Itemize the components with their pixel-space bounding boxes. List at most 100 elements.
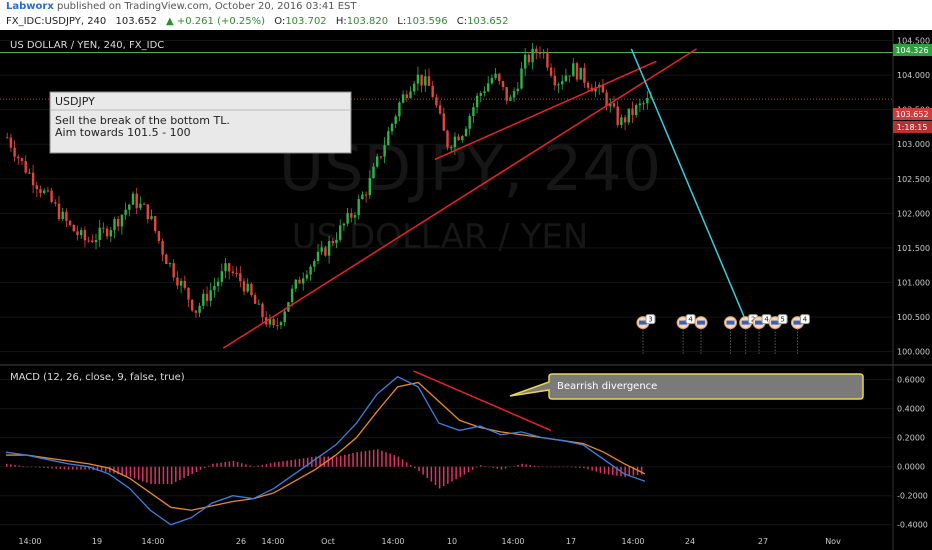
candle-body [446, 130, 449, 148]
candle-body [320, 247, 323, 252]
macd-histogram-bar [224, 462, 226, 467]
candle-body [461, 136, 464, 141]
macd-histogram-bar [414, 466, 416, 469]
macd-histogram-bar [183, 466, 185, 479]
candle-body [520, 68, 523, 89]
symbol-info-bar: FX_IDC:USDJPY, 240 103.652 ▲ +0.261 (+0.… [0, 14, 932, 30]
flag-icon [638, 320, 647, 325]
time-tick-label: 10 [447, 537, 457, 546]
macd-histogram-bar [282, 461, 284, 467]
candle-body [361, 194, 364, 200]
candle-body [35, 185, 38, 190]
author-link[interactable]: Labworx [6, 1, 54, 12]
macd-histogram-bar [43, 466, 45, 468]
macd-histogram-bar [187, 466, 189, 476]
candle-body [183, 280, 186, 288]
macd-histogram-bar [117, 466, 119, 475]
trendline [434, 60, 657, 161]
divergence-callout[interactable]: Bearrish divergence [509, 373, 864, 400]
macd-histogram-bar [278, 461, 280, 467]
macd-histogram-bar [228, 461, 231, 467]
flag-count: 4 [764, 316, 769, 324]
candle-body [457, 136, 460, 141]
candle-body [113, 218, 116, 231]
macd-histogram-bar [63, 466, 66, 470]
candle-body [165, 254, 168, 265]
macd-histogram-bar [607, 466, 610, 475]
macd-histogram-bar [529, 464, 532, 467]
macd-histogram-bar [290, 460, 292, 467]
macd-histogram-bar [467, 466, 470, 473]
candle-body [583, 67, 586, 83]
macd-histogram-bar [480, 465, 482, 467]
macd-histogram-bar [109, 466, 111, 473]
candle-body [512, 91, 516, 98]
candle-body [39, 189, 42, 193]
candle-body [416, 74, 420, 84]
candle-body [646, 97, 649, 104]
candle-body [483, 91, 486, 94]
event-flags[interactable]: 3 4 2 4 5 4 [636, 314, 810, 356]
last-price-tag [893, 108, 932, 120]
candle-body [342, 223, 346, 226]
candle-body [28, 172, 31, 174]
macd-histogram-bar [59, 466, 62, 470]
macd-histogram-bar [253, 466, 255, 468]
macd-histogram-bar [286, 460, 288, 467]
resistance-price-tag [893, 44, 932, 56]
macd-histogram-bar [632, 466, 635, 476]
macd-histogram-bar [273, 462, 276, 467]
macd-title: MACD (12, 26, close, 9, false, true) [10, 372, 185, 383]
macd-histogram-bar [385, 452, 387, 467]
candle-body [142, 203, 146, 205]
candle-body [172, 263, 175, 278]
low-value: 103.596 [406, 16, 448, 27]
time-tick-label: 14:00 [261, 537, 284, 546]
macd-histogram-bar [335, 456, 338, 467]
candle-body [601, 84, 605, 93]
candle-body [135, 193, 138, 209]
macd-histogram-bar [212, 463, 214, 467]
candle-body [202, 293, 205, 306]
candle-body [413, 83, 416, 92]
macd-histogram-bar [356, 452, 358, 467]
macd-histogram-bar [574, 466, 577, 468]
macd-histogram-bar [422, 466, 424, 475]
macd-histogram-bar [471, 466, 474, 470]
macd-histogram-bar [302, 458, 305, 467]
candle-body [131, 193, 135, 205]
note-box[interactable]: USDJPY Sell the break of the bottom TL. … [49, 91, 352, 154]
macd-histogram-bar [360, 451, 363, 467]
candle-body [616, 106, 619, 126]
flag-icon [793, 320, 802, 325]
price-tick-label: 103.000 [897, 140, 930, 149]
macd-histogram-bar [47, 466, 49, 469]
candle-body [568, 75, 571, 77]
macd-histogram-bar [170, 466, 173, 485]
macd-histogram-bar [397, 456, 400, 467]
macd-histogram-bar [599, 466, 602, 473]
divergence-line [413, 370, 552, 432]
candle-body [216, 281, 220, 286]
candle-body [124, 209, 127, 215]
macd-histogram-bar [142, 466, 144, 482]
macd-histogram-bar [232, 460, 235, 467]
candle-body [509, 97, 512, 101]
candle-body [450, 147, 453, 149]
price-tick-label: 100.000 [897, 348, 930, 357]
main-pane-title: US DOLLAR / YEN, 240, FX_IDC [10, 40, 164, 51]
candle-body [305, 274, 309, 279]
candle-body [57, 203, 61, 220]
candle-body [220, 271, 223, 282]
macd-histogram-bar [26, 466, 29, 468]
candle-body [298, 279, 301, 284]
target-projection-line [630, 48, 747, 321]
macd-histogram-bar [6, 463, 8, 467]
macd-histogram-bar [18, 465, 20, 467]
flag-count: 4 [688, 316, 693, 324]
candle-body [335, 239, 338, 243]
macd-histogram-bar [104, 466, 107, 472]
candle-body [638, 103, 642, 106]
